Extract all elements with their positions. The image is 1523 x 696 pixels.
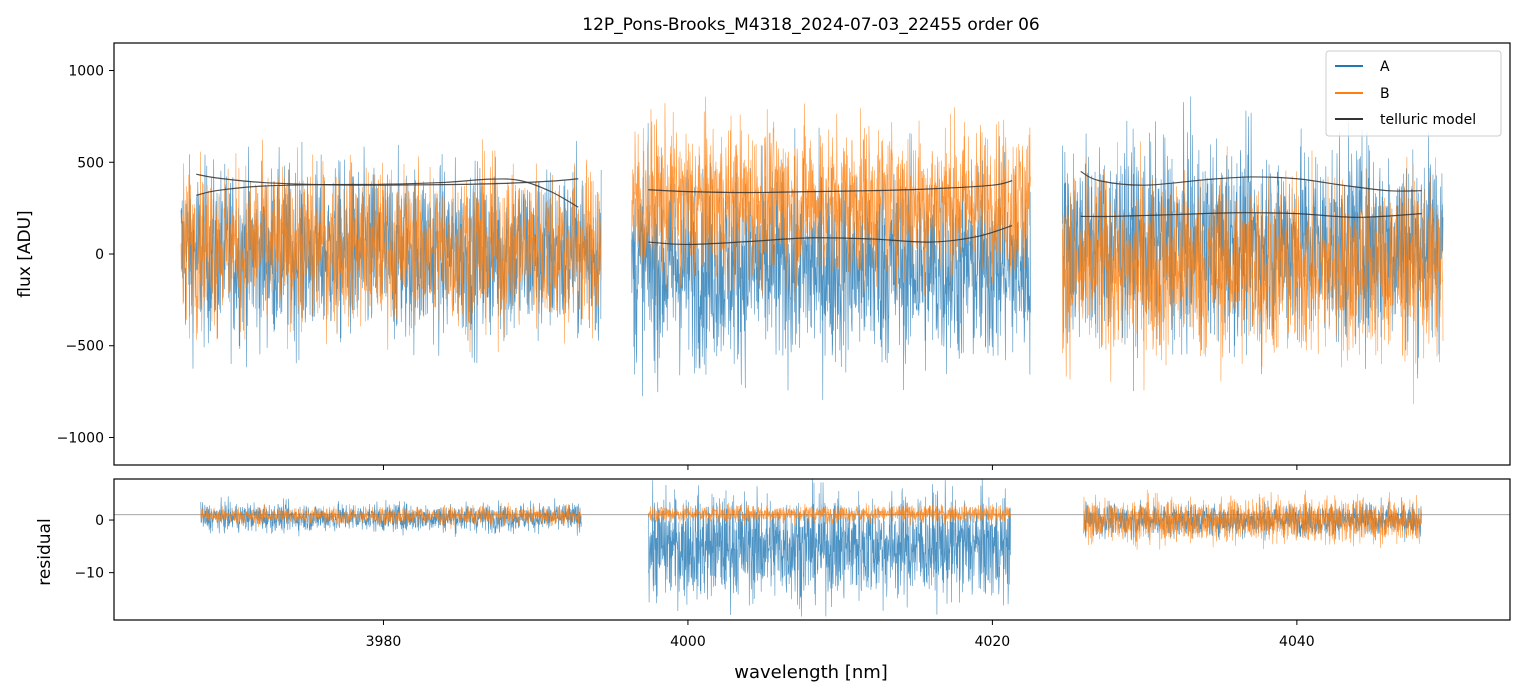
residual-axes-frame xyxy=(113,478,1511,621)
flux-series-A-segment-2 xyxy=(631,123,1031,400)
residual-ytick-label: −10 xyxy=(74,566,104,582)
flux-ytick-label: 500 xyxy=(77,155,104,171)
residual-series-B-segment-3 xyxy=(1083,489,1422,550)
flux-ytick-label: −1000 xyxy=(57,430,104,446)
xtick-label: 4040 xyxy=(1279,634,1315,650)
residual-series-B-segment-2 xyxy=(648,501,1011,526)
flux-axes-frame xyxy=(113,42,1511,466)
legend-label-telluric-model: telluric model xyxy=(1380,112,1476,128)
xtick-label: 4020 xyxy=(975,634,1011,650)
flux-panel: −1000 −500 0 500 1000 flux [ADU] A B telluri… xyxy=(15,42,1511,470)
legend-box xyxy=(1325,50,1502,137)
xtick-label: 3980 xyxy=(366,634,402,650)
residual-panel: 0 −10 3980 4000 4020 4040 residual xyxy=(35,478,1511,650)
flux-ylabel: flux [ADU] xyxy=(15,210,35,297)
telluric-model-curve-5 xyxy=(1080,170,1422,192)
flux-axis-ticks: −1000 −500 0 500 1000 xyxy=(57,64,1298,470)
telluric-model-curve-2 xyxy=(196,178,579,208)
xtick-label: 4000 xyxy=(670,634,706,650)
residual-series-B-segment-1 xyxy=(200,502,582,530)
telluric-model-curve-1 xyxy=(196,173,579,186)
legend: A B telluric model xyxy=(1325,50,1502,137)
residual-plot-area xyxy=(114,479,1510,617)
flux-series-B-segment-3 xyxy=(1062,141,1444,405)
residual-ytick-label: 0 xyxy=(95,513,104,529)
residual-axis-ticks: 0 −10 3980 4000 4020 4040 xyxy=(74,513,1314,650)
chart-title: 12P_Pons-Brooks_M4318_2024-07-03_22455 o… xyxy=(582,15,1039,35)
flux-plot-area xyxy=(180,96,1444,405)
flux-ytick-label: 1000 xyxy=(68,64,104,80)
flux-series-B-segment-2 xyxy=(631,96,1031,306)
flux-series-B-segment-1 xyxy=(180,139,602,353)
x-axis-label: wavelength [nm] xyxy=(734,662,888,683)
flux-ytick-label: 0 xyxy=(95,247,104,263)
legend-label-B: B xyxy=(1380,86,1390,102)
telluric-model-curve-3 xyxy=(648,180,1013,194)
telluric-model-curve-4 xyxy=(648,224,1013,246)
flux-ytick-label: −500 xyxy=(66,339,104,355)
legend-label-A: A xyxy=(1380,59,1390,75)
residual-ylabel: residual xyxy=(35,518,55,585)
residual-series-A-segment-2 xyxy=(648,479,1011,617)
telluric-model-curve-6 xyxy=(1080,212,1422,218)
